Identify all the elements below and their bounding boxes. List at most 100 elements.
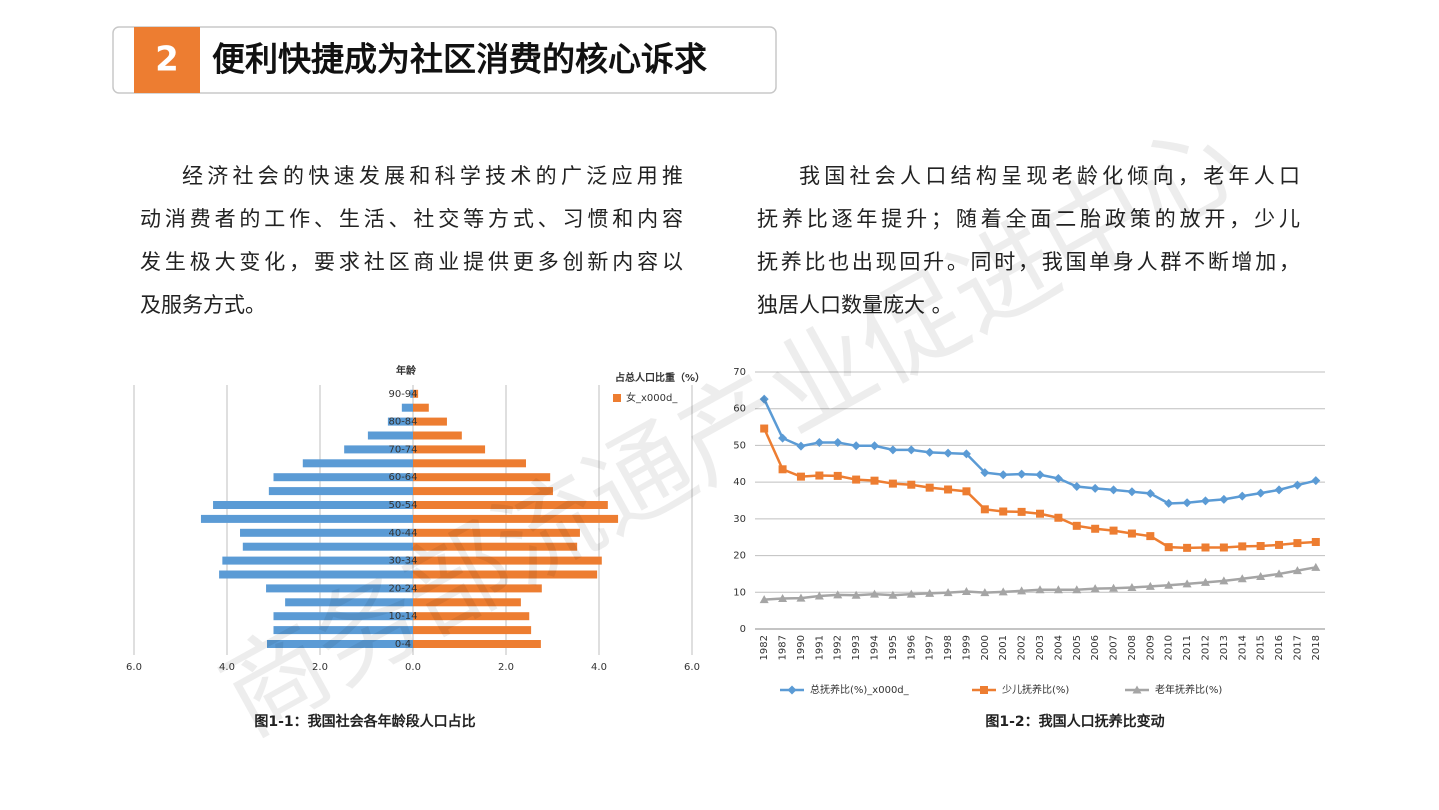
point: [833, 590, 843, 599]
bar: [401, 403, 413, 412]
x-tick-label: 2016: [1274, 635, 1285, 660]
point: [1238, 542, 1247, 551]
x-tick-label: 2015: [1256, 635, 1267, 660]
x-tick-label: 2014: [1237, 635, 1248, 660]
point: [1164, 580, 1174, 589]
point: [814, 437, 824, 447]
point: [870, 476, 879, 485]
point: [943, 588, 953, 597]
y-tick-label: 60-64: [388, 472, 417, 483]
y-tick-label: 50-54: [388, 500, 417, 511]
point: [1072, 585, 1082, 594]
x-tick-label: 2013: [1219, 635, 1230, 660]
point: [778, 433, 788, 443]
bar: [266, 584, 413, 593]
bar: [266, 640, 413, 648]
point: [1237, 574, 1247, 583]
y-tick-label: 0-4: [395, 639, 411, 650]
watermark: 商务部流通产业促进中心: [201, 98, 1261, 759]
paragraph-line: 发生极大变化，要求社区商业提供更多创新内容以: [140, 250, 683, 274]
x-tick-label: 2006: [1090, 635, 1101, 660]
point: [1145, 581, 1155, 590]
y-tick-label: 10: [733, 587, 746, 598]
legend-label: 总抚养比(%)_x000d_: [810, 683, 910, 696]
point: [1292, 480, 1302, 490]
point: [1054, 513, 1063, 522]
bar: [413, 403, 429, 412]
chart-caption: 图1-1：我国社会各年龄段人口占比: [254, 713, 475, 730]
point: [925, 588, 935, 597]
point: [1090, 584, 1100, 593]
bar: [367, 431, 413, 440]
point: [980, 588, 990, 597]
point: [999, 507, 1008, 516]
point: [961, 587, 971, 596]
point: [852, 475, 861, 484]
bar: [273, 626, 413, 635]
x-tick-label: 1991: [814, 635, 825, 660]
point: [1090, 483, 1100, 493]
point: [1293, 539, 1302, 548]
point: [1219, 494, 1229, 504]
x-tick-label: 1997: [925, 635, 936, 660]
bar: [413, 473, 551, 482]
point: [1127, 487, 1137, 497]
bar: [413, 445, 486, 454]
point: [796, 441, 806, 451]
x-tick-label: 2003: [1035, 635, 1046, 660]
bar: [268, 487, 413, 496]
x-tick-label: 2005: [1072, 635, 1083, 660]
point: [906, 445, 916, 455]
point: [943, 448, 953, 458]
x-tick-label: 4.0: [591, 662, 607, 673]
bar: [413, 514, 619, 523]
x-tick-label: 2007: [1109, 635, 1120, 660]
point: [1292, 566, 1302, 575]
point: [1053, 473, 1063, 483]
header-title: 便利快捷成为社区消费的核心诉求: [212, 40, 707, 79]
point: [980, 505, 989, 514]
point: [1201, 543, 1210, 552]
x-tick-label: 6.0: [684, 662, 700, 673]
paragraph-line: 经济社会的快速发展和科学技术的广泛应用推: [182, 164, 683, 188]
point: [1200, 496, 1210, 506]
bar: [273, 473, 413, 482]
bar: [413, 528, 580, 537]
point: [1146, 532, 1155, 541]
x-tick-label: 1994: [870, 635, 881, 660]
point: [888, 590, 898, 599]
bar: [413, 556, 602, 565]
x-tick-label: 2008: [1127, 635, 1138, 660]
point: [833, 437, 843, 447]
y-axis-title: 年龄: [396, 364, 417, 377]
point: [961, 449, 971, 459]
point: [1256, 542, 1265, 551]
bar: [413, 431, 462, 440]
y-tick-label: 90-94: [388, 389, 417, 400]
bar: [413, 584, 542, 593]
point: [796, 472, 805, 481]
point: [1145, 489, 1155, 499]
point: [1311, 537, 1320, 546]
point: [1127, 529, 1136, 538]
point: [870, 441, 880, 451]
legend-title: 占总人口比重（%）: [615, 371, 705, 384]
point: [1017, 469, 1027, 479]
x-tick-label: 2012: [1200, 635, 1211, 660]
y-tick-label: 30: [733, 514, 746, 525]
point: [944, 485, 953, 494]
bar: [413, 640, 541, 648]
y-tick-label: 50: [733, 440, 746, 451]
bar: [413, 487, 553, 496]
y-tick-label: 30-34: [388, 556, 417, 567]
y-tick-label: 60: [733, 404, 746, 415]
bar: [273, 612, 413, 621]
point: [1256, 571, 1266, 580]
point: [1219, 543, 1228, 552]
point: [1053, 585, 1063, 594]
point: [1256, 488, 1266, 498]
series-line: [764, 566, 1317, 601]
legend-swatch: [613, 394, 621, 402]
x-tick-label: 2001: [998, 635, 1009, 660]
